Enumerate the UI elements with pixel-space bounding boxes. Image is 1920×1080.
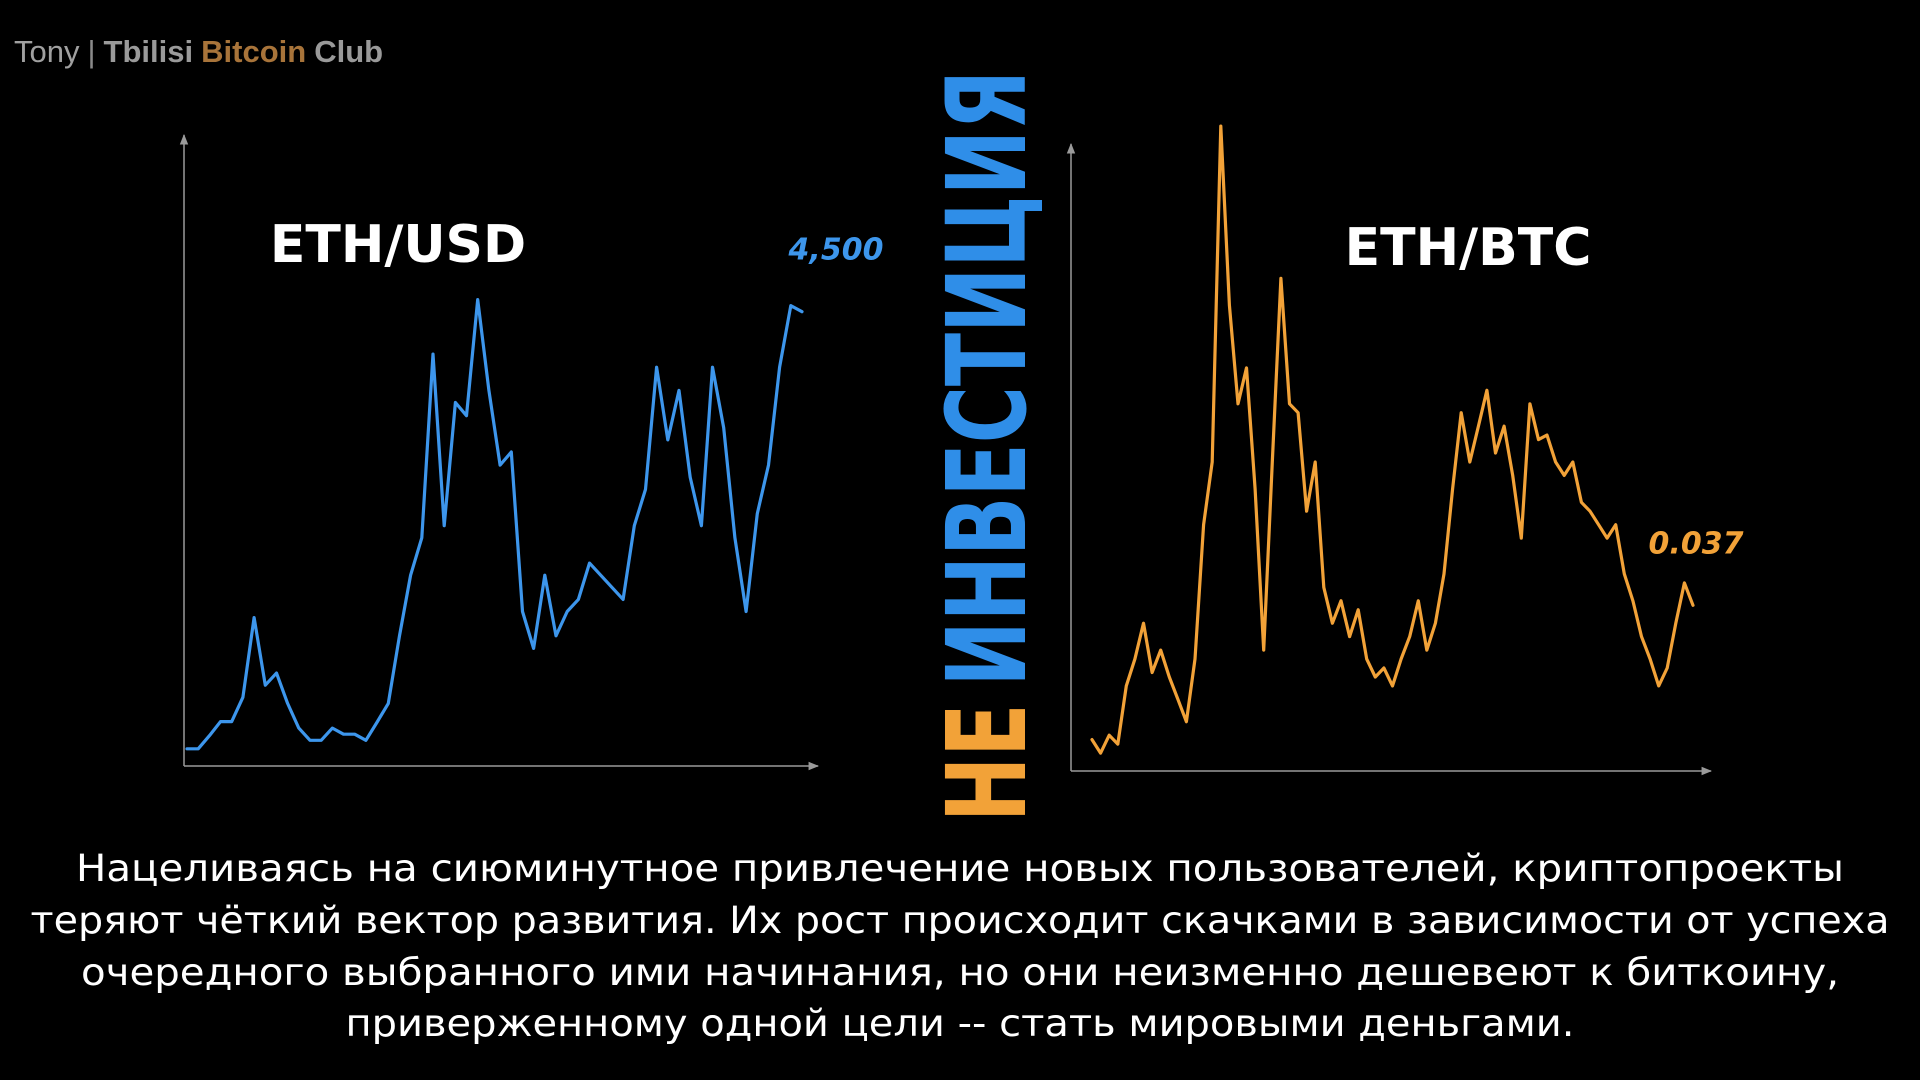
club-word: Tbilisi <box>104 34 194 69</box>
club-word: Club <box>314 34 383 69</box>
slogan-word: НЕ <box>923 703 1051 822</box>
value-label: 0.037 <box>1649 526 1744 561</box>
chart-title: ETH/BTC <box>1345 218 1592 278</box>
value-label: 4,500 <box>788 233 884 268</box>
charts: ETH/USD 4,500 ETH/BTC 0.037 <box>185 124 1744 755</box>
caption-line: очередного выбранного ими начинания, но … <box>81 951 1839 994</box>
chart-title: ETH/USD <box>270 215 526 275</box>
author: Tony <box>14 34 80 69</box>
header: Tony | Tbilisi Bitcoin Club <box>14 34 383 69</box>
club-word: Bitcoin <box>201 34 306 69</box>
caption-line: Нацеливаясь на сиюминутное привлечение н… <box>76 847 1844 890</box>
series-line <box>1090 124 1695 755</box>
caption: Нацеливаясь на сиюминутное привлечение н… <box>31 847 1890 1045</box>
slogan-word: ИНВЕСТИЦИЯ <box>923 70 1051 686</box>
caption-line: теряют чёткий вектор развития. Их рост п… <box>31 899 1890 942</box>
caption-line: приверженному одной цели -- стать мировы… <box>346 1002 1575 1045</box>
vertical-slogan: НЕ ИНВЕСТИЦИЯ <box>923 70 1051 822</box>
series-line <box>185 298 804 751</box>
separator: | <box>87 34 95 69</box>
